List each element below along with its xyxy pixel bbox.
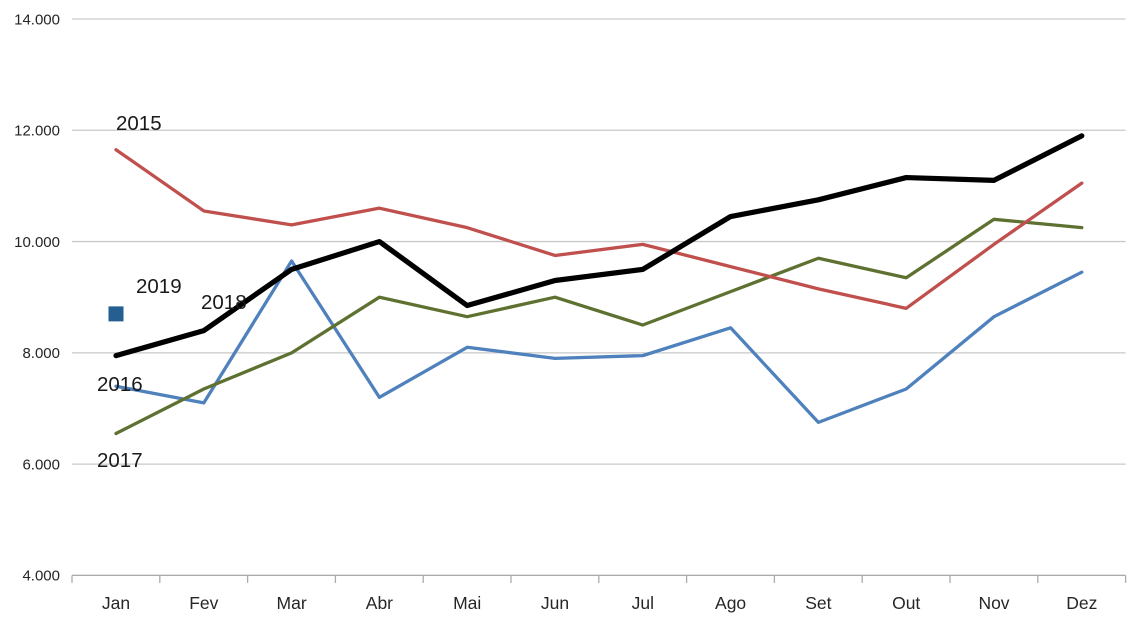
series-label-2019: 2019 bbox=[136, 275, 182, 298]
y-tick-label: 6.000 bbox=[22, 456, 60, 473]
y-tick-label: 14.000 bbox=[14, 11, 60, 28]
x-tick-label-nov: Nov bbox=[978, 593, 1009, 613]
series-label-2017: 2017 bbox=[97, 449, 143, 472]
y-tick-label: 10.000 bbox=[14, 234, 60, 251]
x-tick-label-jul: Jul bbox=[632, 593, 654, 613]
x-tick-label-mar: Mar bbox=[277, 593, 307, 613]
x-tick-label-ago: Ago bbox=[715, 593, 746, 613]
y-axis-labels: 14.000 12.000 10.000 8.000 6.000 4.000 bbox=[14, 11, 60, 584]
x-tick-label-fev: Fev bbox=[189, 593, 218, 613]
x-tick-label-set: Set bbox=[805, 593, 831, 613]
series-label-2018: 2018 bbox=[201, 291, 247, 314]
x-tick-label-dez: Dez bbox=[1066, 593, 1097, 613]
series-line-2015 bbox=[114, 148, 1084, 310]
x-tick-label-jun: Jun bbox=[541, 593, 569, 613]
series-labels: 2015 2019 2018 2016 2017 bbox=[97, 112, 247, 472]
series-label-2016: 2016 bbox=[97, 373, 143, 396]
y-tick-label: 4.000 bbox=[22, 568, 60, 585]
series-line-2018 bbox=[113, 133, 1085, 359]
series-line-2017 bbox=[114, 217, 1084, 436]
x-tick-label-out: Out bbox=[892, 593, 920, 613]
series-line-2016 bbox=[114, 259, 1084, 425]
x-tick-label-mai: Mai bbox=[453, 593, 481, 613]
x-axis bbox=[71, 574, 1127, 583]
series-lines bbox=[108, 133, 1085, 436]
series-marker-2019 bbox=[108, 306, 124, 322]
y-tick-label: 12.000 bbox=[14, 123, 60, 140]
series-label-2015: 2015 bbox=[116, 112, 162, 135]
x-axis-labels: Jan Fev Mar Abr Mai Jun Jul Ago Set Out Nov Dez bbox=[102, 593, 1097, 613]
x-tick-label-abr: Abr bbox=[366, 593, 393, 613]
y-tick-label: 8.000 bbox=[22, 345, 60, 362]
x-tick-label-jan: Jan bbox=[102, 593, 130, 613]
